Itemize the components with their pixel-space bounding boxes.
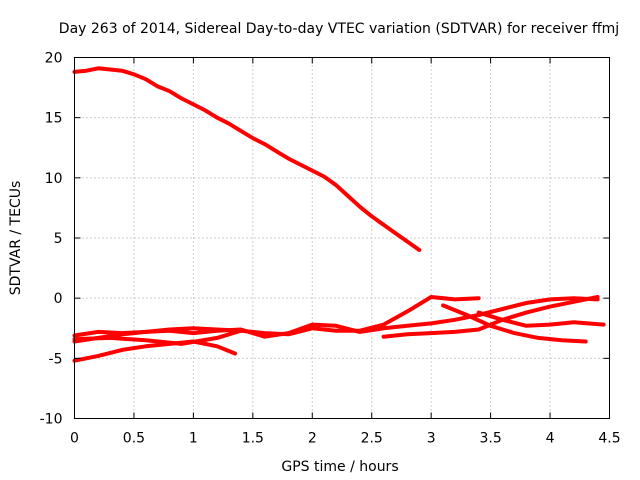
x-tick-label: 0.5 (123, 431, 145, 447)
axis-ticks: 0 0.5 1 1.5 2 2.5 3 3.5 4 4.5 -10 -5 0 5 10 15 20 (40, 51, 621, 447)
series-line-arc-2 (72, 295, 481, 338)
grid (74, 57, 610, 419)
series-line-arc-8 (476, 310, 606, 328)
y-axis-label: SDTVAR / TECUs (8, 181, 24, 296)
series-line-arc-7 (441, 303, 588, 344)
y-tick-label: 10 (45, 171, 63, 187)
x-tick-label: 0 (70, 431, 79, 447)
x-tick-label: 4.5 (598, 431, 620, 447)
x-tick-label: 2.5 (361, 431, 383, 447)
x-tick-label: 1.5 (242, 431, 264, 447)
x-tick-label: 1 (189, 431, 198, 447)
chart-title: Day 263 of 2014, Sidereal Day-to-day VTE… (59, 21, 619, 37)
y-tick-label: -5 (49, 351, 63, 367)
series-group (72, 66, 606, 363)
series-line-arc-4 (72, 339, 237, 363)
y-tick-label: 20 (45, 51, 63, 67)
x-tick-label: 2 (308, 431, 317, 447)
x-tick-label: 3 (427, 431, 436, 447)
y-tick-label: 5 (54, 231, 63, 247)
y-tick-label: 0 (54, 291, 63, 307)
series-line-arc-1 (72, 66, 422, 252)
y-tick-label: 15 (45, 111, 63, 127)
series-line-arc-3 (72, 296, 600, 344)
x-tick-label: 4 (546, 431, 555, 447)
x-axis-label: GPS time / hours (281, 459, 398, 475)
series-line-arc-5 (72, 328, 243, 346)
x-tick-label: 3.5 (479, 431, 501, 447)
y-tick-label: -10 (40, 412, 63, 428)
